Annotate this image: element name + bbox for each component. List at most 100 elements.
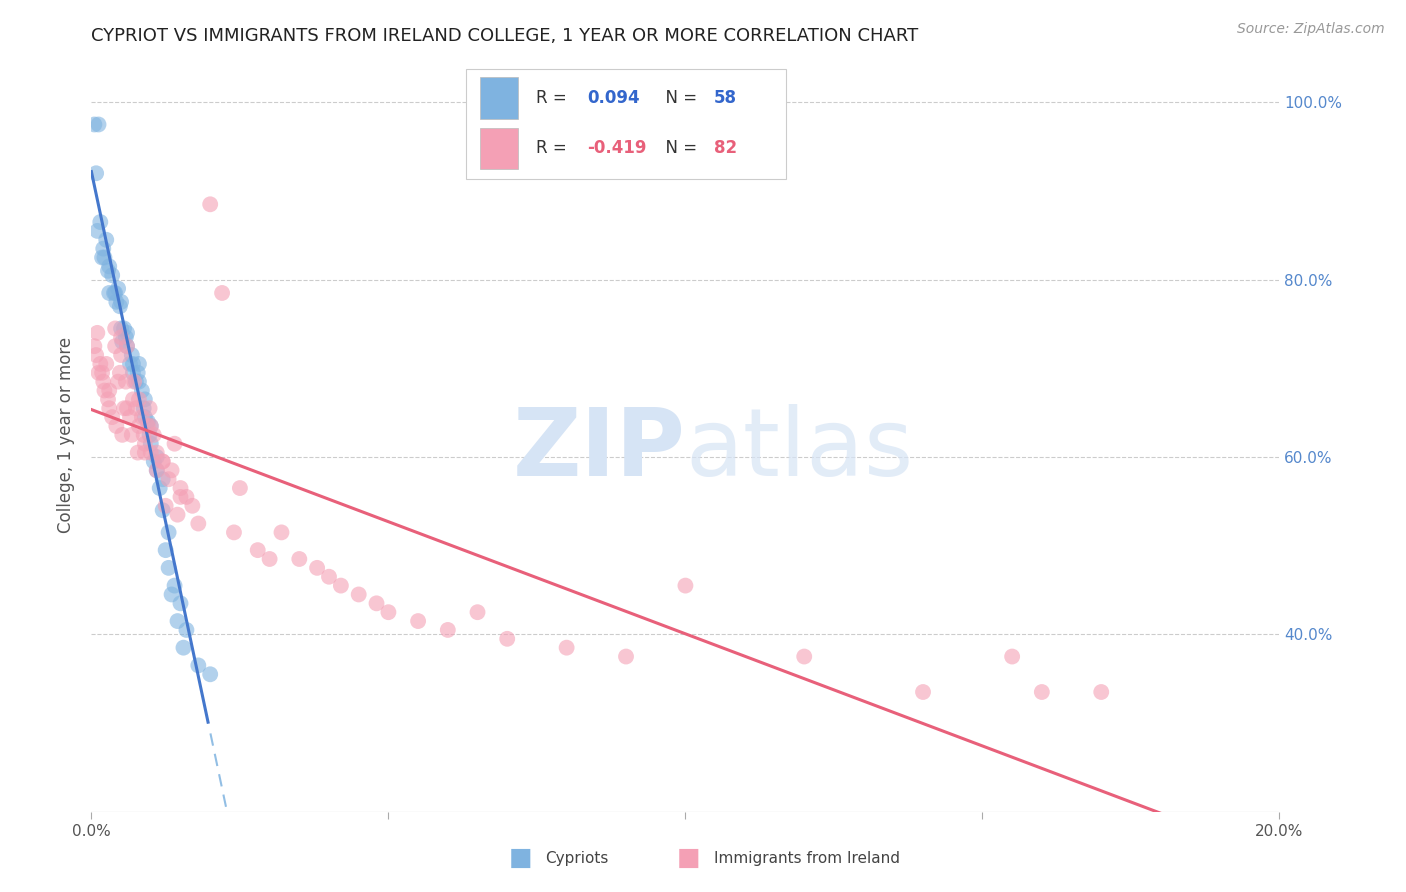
Point xyxy=(246,543,269,558)
Text: Source: ZipAtlas.com: Source: ZipAtlas.com xyxy=(1237,22,1385,37)
Point xyxy=(793,649,815,664)
Point xyxy=(107,375,129,389)
Point xyxy=(122,357,145,371)
Text: 82: 82 xyxy=(714,139,737,157)
Point xyxy=(160,463,183,477)
Text: ■: ■ xyxy=(678,847,700,870)
Point xyxy=(91,242,114,256)
Point xyxy=(87,366,110,380)
Point xyxy=(112,321,135,335)
Point xyxy=(110,330,132,344)
Point xyxy=(136,415,159,429)
Point xyxy=(229,481,252,495)
Point xyxy=(128,375,150,389)
Point xyxy=(91,375,114,389)
Point xyxy=(107,281,129,295)
Point xyxy=(104,321,127,335)
Point xyxy=(89,357,111,371)
Point xyxy=(139,419,162,434)
Y-axis label: College, 1 year or more: College, 1 year or more xyxy=(58,337,76,533)
Point xyxy=(155,499,177,513)
Point xyxy=(169,596,191,610)
Point xyxy=(101,268,124,283)
Point xyxy=(132,401,155,416)
Point xyxy=(105,294,128,309)
Text: ■: ■ xyxy=(509,847,531,870)
Point xyxy=(259,552,281,566)
Point xyxy=(176,623,198,637)
Point xyxy=(1090,685,1112,699)
Point xyxy=(110,348,132,362)
Point xyxy=(86,224,108,238)
Point xyxy=(614,649,637,664)
Point xyxy=(163,436,186,450)
Point xyxy=(118,357,141,371)
Point xyxy=(166,508,188,522)
Point xyxy=(176,490,198,504)
Text: N =: N = xyxy=(655,139,702,157)
Text: CYPRIOT VS IMMIGRANTS FROM IRELAND COLLEGE, 1 YEAR OR MORE CORRELATION CHART: CYPRIOT VS IMMIGRANTS FROM IRELAND COLLE… xyxy=(91,28,918,45)
Point xyxy=(134,436,156,450)
Point xyxy=(125,401,148,416)
Point xyxy=(91,251,114,265)
Point xyxy=(366,596,388,610)
Point xyxy=(83,118,105,132)
Point xyxy=(307,561,329,575)
Point xyxy=(98,285,121,300)
Point xyxy=(84,166,107,180)
Bar xyxy=(479,128,517,169)
Text: Cypriots: Cypriots xyxy=(546,851,609,865)
Text: atlas: atlas xyxy=(685,404,914,496)
Point xyxy=(329,578,352,592)
Point xyxy=(200,667,222,681)
Point xyxy=(128,357,150,371)
Point xyxy=(157,525,180,540)
Point xyxy=(104,285,127,300)
Point xyxy=(98,401,121,416)
Point xyxy=(155,543,177,558)
Point xyxy=(131,410,153,425)
Point xyxy=(347,587,370,601)
Point xyxy=(152,454,174,468)
Point xyxy=(157,561,180,575)
Text: -0.419: -0.419 xyxy=(586,139,647,157)
Point xyxy=(110,321,132,335)
Point xyxy=(138,428,160,442)
Point xyxy=(145,445,167,459)
Point xyxy=(142,454,165,468)
Point xyxy=(115,375,138,389)
Point xyxy=(139,445,162,459)
Point xyxy=(145,450,167,464)
Text: 0.094: 0.094 xyxy=(586,89,640,107)
Point xyxy=(111,334,134,349)
Point xyxy=(110,294,132,309)
Point xyxy=(436,623,458,637)
Point xyxy=(270,525,292,540)
Point xyxy=(98,384,121,398)
Point xyxy=(467,605,489,619)
Point xyxy=(139,436,162,450)
Point xyxy=(103,285,125,300)
Point xyxy=(555,640,578,655)
Point xyxy=(128,419,150,434)
Point xyxy=(187,658,209,673)
Text: R =: R = xyxy=(536,139,572,157)
Point xyxy=(1031,685,1053,699)
Point xyxy=(115,339,138,353)
Point xyxy=(157,472,180,486)
Point xyxy=(181,499,204,513)
Point xyxy=(211,285,233,300)
Point xyxy=(169,481,191,495)
Point xyxy=(187,516,209,531)
Point xyxy=(97,392,120,407)
Text: ZIP: ZIP xyxy=(513,404,685,496)
Point xyxy=(134,410,156,425)
Text: Immigrants from Ireland: Immigrants from Ireland xyxy=(714,851,900,865)
Point xyxy=(377,605,399,619)
Point xyxy=(105,419,128,434)
FancyBboxPatch shape xyxy=(465,70,786,178)
Point xyxy=(101,410,124,425)
Point xyxy=(122,392,145,407)
Point xyxy=(142,428,165,442)
Point xyxy=(118,410,141,425)
